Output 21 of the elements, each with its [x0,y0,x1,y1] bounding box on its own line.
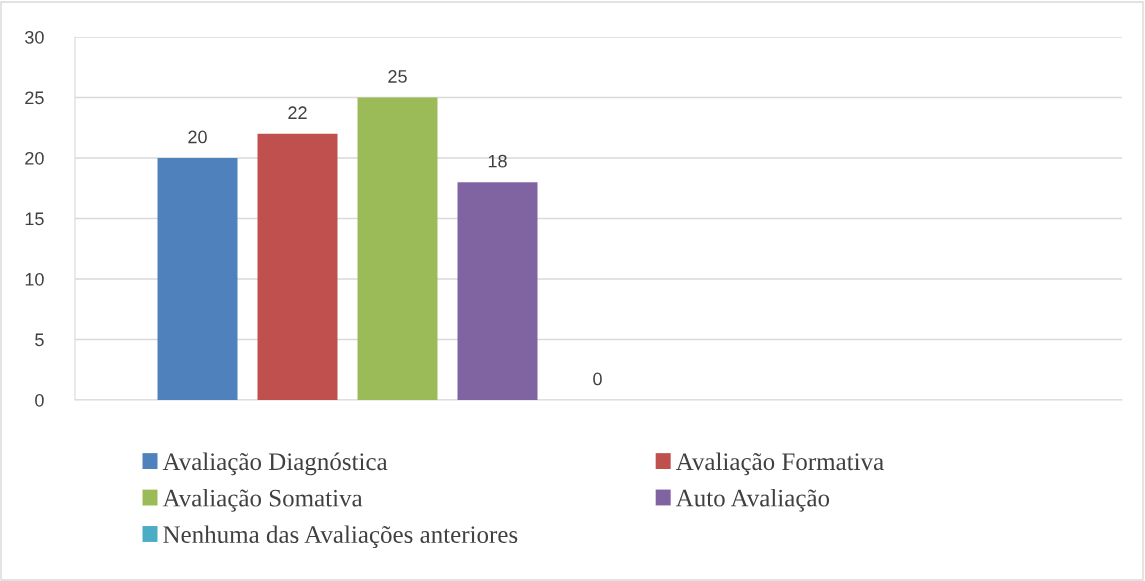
legend-label: Nenhuma das Avaliações anteriores [163,525,518,549]
y-tick-label: 25 [25,91,44,105]
data-label: 18 [488,154,507,168]
y-tick-label: 10 [25,272,44,286]
legend-label: Avaliação Diagnóstica [162,452,388,476]
data-label: 25 [388,70,407,83]
y-tick-label: 5 [35,333,44,347]
bar [457,182,538,400]
bar [257,133,338,400]
legend-label: Auto Avaliação [675,488,830,512]
y-tick-label: 30 [25,30,44,44]
legend-label: Avaliação Somativa [162,489,363,512]
y-tick-label: 20 [25,151,44,165]
legend-label: Avaliação Formativa [675,452,884,476]
data-label: 22 [288,106,307,119]
y-tick-label: 0 [35,393,44,407]
y-tick-label: 15 [25,212,44,226]
data-label: 20 [188,130,207,144]
data-label: 0 [593,372,602,386]
bar [157,158,238,400]
bar [357,97,438,400]
